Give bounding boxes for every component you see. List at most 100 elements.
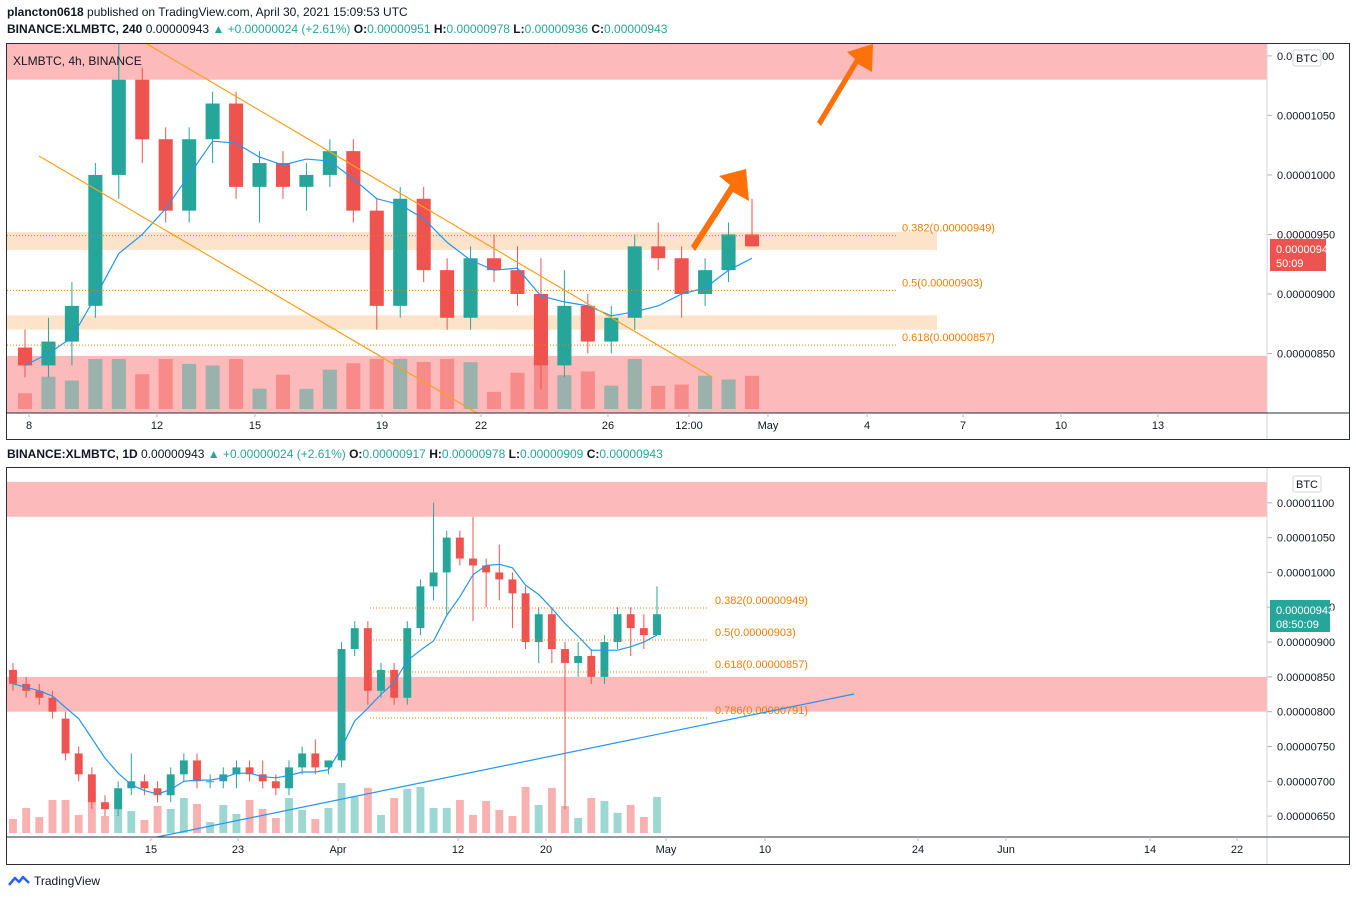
moving-average-line — [12, 563, 658, 795]
top-chart[interactable]: 0.382(0.00000949) 0.5(0.00000903) 0.618(0.… — [7, 43, 1349, 439]
volume-bar — [182, 364, 197, 409]
top-change: ▲ +0.00000024 (+2.61%) — [212, 22, 351, 36]
footer-brand[interactable]: TradingView — [8, 874, 100, 888]
candle-body — [482, 565, 491, 573]
zone-red-1 — [7, 676, 1267, 712]
bottom-change: ▲ +0.00000024 (+2.61%) — [207, 447, 346, 461]
bottom-open: 0.00000917 — [362, 447, 426, 461]
x-tick-label: 10 — [1055, 420, 1067, 432]
candle-body — [111, 79, 126, 175]
y-tick-label: 0.00000850 — [1277, 672, 1335, 684]
candle-body — [275, 163, 291, 187]
volume-bar — [35, 816, 44, 833]
volume-bar — [557, 375, 572, 409]
price-tag-value: 0.00000943 — [1276, 605, 1334, 617]
volume-bar — [429, 807, 438, 833]
candle-body — [463, 258, 478, 318]
volume-bar — [9, 818, 17, 833]
zone-red-0 — [7, 44, 1267, 80]
x-tick-label: 4 — [864, 420, 870, 432]
candle-body — [74, 753, 83, 775]
x-tick-label: May — [656, 844, 677, 856]
volume-bar — [486, 391, 502, 409]
volume-bar — [600, 800, 609, 833]
volume-bar — [111, 359, 126, 409]
candle-body — [299, 174, 314, 187]
x-tick-label: 15 — [145, 844, 157, 856]
x-tick-label: 8 — [26, 420, 32, 432]
volume-bar — [613, 812, 622, 833]
y-tick-label: 0.00000900 — [1277, 289, 1335, 301]
zone-orange-2 — [7, 315, 937, 330]
candle-body — [510, 270, 525, 294]
volume-bar — [232, 813, 241, 833]
price-tag — [1270, 600, 1330, 632]
zone-red-3 — [7, 355, 1267, 413]
candle-body — [639, 628, 648, 636]
volume-bar — [574, 817, 583, 833]
volume-bar — [580, 371, 595, 409]
volume-bar — [41, 376, 56, 409]
bottom-close: 0.00000943 — [599, 447, 663, 461]
volume-bar — [463, 362, 478, 409]
x-tick-label: 14 — [1144, 844, 1156, 856]
volume-bar — [482, 800, 491, 833]
candle-body — [232, 767, 241, 775]
volume-bar — [252, 388, 267, 409]
volume-bar — [298, 809, 307, 833]
x-tick-label: 20 — [540, 844, 552, 856]
top-legend: BINANCE:XLMBTC, 240 0.00000943 ▲ +0.0000… — [7, 22, 668, 36]
candle-body — [600, 642, 609, 677]
tradingview-logo-icon — [8, 875, 30, 886]
volume-bar — [285, 797, 293, 833]
price-tag-countdown: 50:09 — [1276, 258, 1304, 270]
volume-bar — [219, 804, 228, 833]
candle-body — [179, 760, 188, 775]
volume-bar — [48, 799, 57, 833]
candle-body — [429, 572, 438, 587]
bottom-symbol[interactable]: BINANCE:XLMBTC, 1D — [7, 447, 138, 461]
brand-name: TradingView — [34, 874, 101, 888]
candle-body — [651, 246, 666, 259]
volume-bar — [510, 372, 525, 409]
x-tick-label: 19 — [376, 420, 388, 432]
candle-body — [258, 774, 267, 782]
top-price: 0.00000943 — [145, 22, 210, 36]
candle-body — [369, 210, 384, 306]
zone-red-0 — [7, 481, 1267, 517]
top-chart-panel[interactable]: 0.382(0.00000949) 0.5(0.00000903) 0.618(0.… — [6, 43, 1350, 440]
volume-bar — [377, 814, 385, 833]
volume-bar — [127, 810, 136, 833]
bottom-chart-panel[interactable]: 0.382(0.00000949) 0.5(0.00000903) 0.618(0.… — [6, 467, 1350, 865]
candle-body — [587, 655, 596, 677]
volume-bar — [561, 805, 569, 833]
volume-bar — [158, 359, 173, 409]
publisher-name[interactable]: plancton0618 — [7, 5, 84, 19]
unit-box — [1292, 475, 1322, 493]
candle-body — [604, 317, 619, 342]
volume-bar — [390, 797, 399, 833]
publish-line: plancton0618 published on TradingView.co… — [7, 5, 408, 19]
candle-body — [626, 614, 635, 629]
top-symbol[interactable]: BINANCE:XLMBTC, 240 — [7, 22, 143, 36]
candle-body — [442, 537, 451, 573]
price-tag-value: 0.00000943 — [1276, 244, 1334, 256]
candle-body — [48, 697, 57, 712]
bottom-chart[interactable]: 0.382(0.00000949) 0.5(0.00000903) 0.618(0.… — [7, 468, 1349, 864]
bottom-legend: BINANCE:XLMBTC, 1D 0.00000943 ▲ +0.00000… — [7, 447, 663, 461]
candle-body — [337, 649, 346, 761]
volume-bar — [135, 374, 150, 409]
volume-bar — [346, 363, 361, 409]
candle-body — [721, 234, 736, 271]
volume-bar — [495, 809, 504, 833]
x-tick-label: 22 — [1231, 844, 1243, 856]
candle-body — [114, 788, 123, 810]
volume-bar — [153, 805, 162, 833]
volume-bar — [547, 787, 556, 833]
volume-bar — [271, 817, 280, 833]
volume-bar — [275, 374, 291, 409]
candle-body — [363, 628, 372, 691]
y-tick-label: 0.00001050 — [1277, 110, 1335, 122]
volume-bar — [22, 807, 31, 833]
top-high: 0.00000978 — [446, 22, 510, 36]
